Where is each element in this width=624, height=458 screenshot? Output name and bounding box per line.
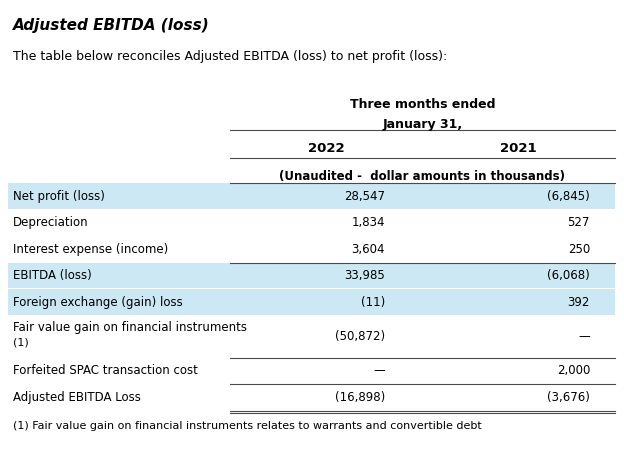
Text: 250: 250 xyxy=(568,243,590,256)
Text: —: — xyxy=(578,330,590,343)
Text: (50,872): (50,872) xyxy=(335,330,385,343)
Text: —: — xyxy=(373,364,385,377)
Text: (11): (11) xyxy=(361,296,385,309)
Text: (1): (1) xyxy=(13,338,29,348)
Text: 2,000: 2,000 xyxy=(557,364,590,377)
Text: 28,547: 28,547 xyxy=(344,190,385,203)
Text: Fair value gain on financial instruments: Fair value gain on financial instruments xyxy=(13,321,247,333)
Text: Interest expense (income): Interest expense (income) xyxy=(13,243,168,256)
Text: The table below reconciles Adjusted EBITDA (loss) to net profit (loss):: The table below reconciles Adjusted EBIT… xyxy=(13,50,447,63)
Text: 2021: 2021 xyxy=(500,142,537,155)
Text: January 31,: January 31, xyxy=(383,118,462,131)
Text: Three months ended: Three months ended xyxy=(349,98,495,111)
Text: (Unaudited -  dollar amounts in thousands): (Unaudited - dollar amounts in thousands… xyxy=(280,170,565,183)
Bar xyxy=(8,289,615,315)
Text: Depreciation: Depreciation xyxy=(13,216,89,229)
Text: 1,834: 1,834 xyxy=(351,216,385,229)
Text: 527: 527 xyxy=(568,216,590,229)
Text: 2022: 2022 xyxy=(308,142,344,155)
Text: (6,845): (6,845) xyxy=(547,190,590,203)
Text: Adjusted EBITDA (loss): Adjusted EBITDA (loss) xyxy=(13,18,210,33)
Bar xyxy=(8,262,615,288)
Text: Forfeited SPAC transaction cost: Forfeited SPAC transaction cost xyxy=(13,364,198,377)
Text: (16,898): (16,898) xyxy=(334,391,385,404)
Text: (1) Fair value gain on financial instruments relates to warrants and convertible: (1) Fair value gain on financial instrum… xyxy=(13,420,482,431)
Bar xyxy=(8,183,615,208)
Text: 392: 392 xyxy=(568,296,590,309)
Text: Foreign exchange (gain) loss: Foreign exchange (gain) loss xyxy=(13,296,183,309)
Text: Net profit (loss): Net profit (loss) xyxy=(13,190,105,203)
Text: Adjusted EBITDA Loss: Adjusted EBITDA Loss xyxy=(13,391,141,404)
Text: (6,068): (6,068) xyxy=(547,269,590,282)
Text: 3,604: 3,604 xyxy=(351,243,385,256)
Text: EBITDA (loss): EBITDA (loss) xyxy=(13,269,92,282)
Text: (3,676): (3,676) xyxy=(547,391,590,404)
Text: 33,985: 33,985 xyxy=(344,269,385,282)
